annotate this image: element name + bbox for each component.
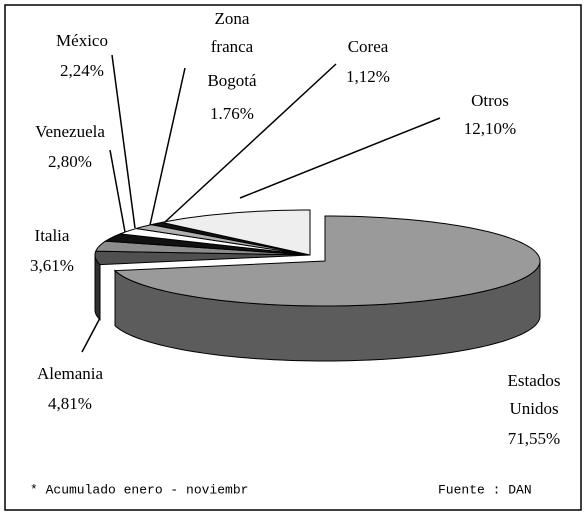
category-label-line: Unidos [509,399,558,418]
category-label-line: franca [211,37,254,56]
category-label: México [56,31,108,50]
value-label: 3,61% [30,256,74,275]
value-label: 1,12% [346,67,390,86]
pie-slice [113,215,541,307]
category-label-line: Bogotá [207,71,257,90]
category-label: Alemania [37,364,104,383]
category-label-line: Zona [215,9,250,28]
leader-line [149,67,186,226]
category-label: Estados Unidos [508,371,561,418]
category-label-line: Estados [508,371,561,390]
category-label: Venezuela [35,122,105,141]
value-label: 71,55% [508,429,560,448]
category-label: Zona franca Bogotá [207,9,257,90]
pie-slice [161,209,311,256]
leader-line [111,54,136,229]
value-label: 2,24% [60,61,104,80]
source: Fuente : DAN [438,482,532,497]
leader-line [81,317,101,353]
leader-line [109,149,126,233]
leader-line [164,63,337,223]
category-label: Otros [471,91,509,110]
pie-slice [119,227,311,256]
footnote: * Acumulado enero - noviembr [30,482,248,497]
pie-slice-side [94,254,101,321]
leader-line [239,117,441,199]
value-label: 4,81% [48,394,92,413]
value-label: 2,80% [48,152,92,171]
value-label: 12,10% [464,119,516,138]
category-label: Corea [348,37,389,56]
value-label: 1.76% [210,104,254,123]
category-label: Italia [35,226,70,245]
